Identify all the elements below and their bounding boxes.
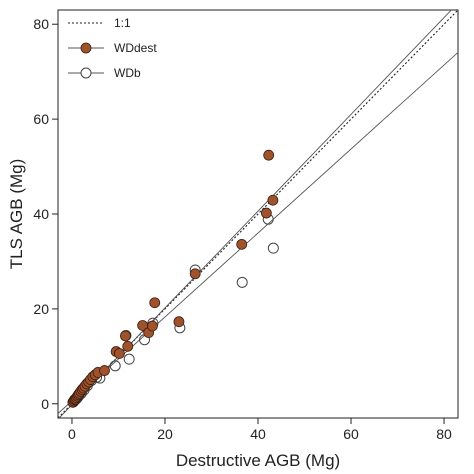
point-wddest (99, 365, 110, 376)
point-wdb (236, 276, 248, 288)
point-wddest (149, 297, 161, 309)
one-to-one-line (58, 10, 458, 418)
x-tick-label: 0 (68, 426, 76, 442)
point-wddest (147, 320, 158, 332)
y-tick-label: 0 (41, 396, 49, 412)
x-axis-label: Destructive AGB (Mg) (176, 451, 340, 470)
data-points (67, 149, 279, 408)
x-tick-label: 60 (343, 426, 359, 442)
point-wddest (236, 238, 248, 250)
x-tick-label: 80 (436, 426, 452, 442)
y-tick-label: 40 (33, 206, 49, 222)
point-wddest (267, 194, 279, 206)
legend-label-wdb: WDb (114, 66, 141, 80)
legend: 1:1 WDdest WDb (68, 16, 157, 80)
point-wddest (120, 330, 131, 342)
y-tick-label: 60 (33, 111, 49, 127)
x-tick-label: 20 (157, 426, 173, 442)
point-wddest (122, 340, 134, 352)
legend-marker-wdb (80, 67, 92, 79)
point-wdb (267, 242, 279, 254)
point-wdb (123, 353, 135, 365)
axes: 0 20 40 60 80 0 20 40 60 80 (33, 16, 452, 442)
legend-label-1-1: 1:1 (114, 16, 131, 30)
y-axis-label: TLS AGB (Mg) (7, 159, 26, 270)
point-wddest (113, 348, 125, 359)
y-tick-label: 20 (33, 301, 49, 317)
point-wddest (263, 149, 275, 161)
point-wddest (189, 268, 201, 280)
legend-marker-wddest (80, 42, 92, 54)
point-wdb (109, 360, 121, 372)
fit-line-wdb (58, 52, 458, 414)
y-tick-label: 80 (33, 16, 49, 32)
point-wddest (260, 207, 272, 219)
x-tick-label: 40 (250, 426, 266, 442)
legend-label-wddest: WDdest (114, 41, 157, 55)
point-wddest (173, 316, 185, 328)
